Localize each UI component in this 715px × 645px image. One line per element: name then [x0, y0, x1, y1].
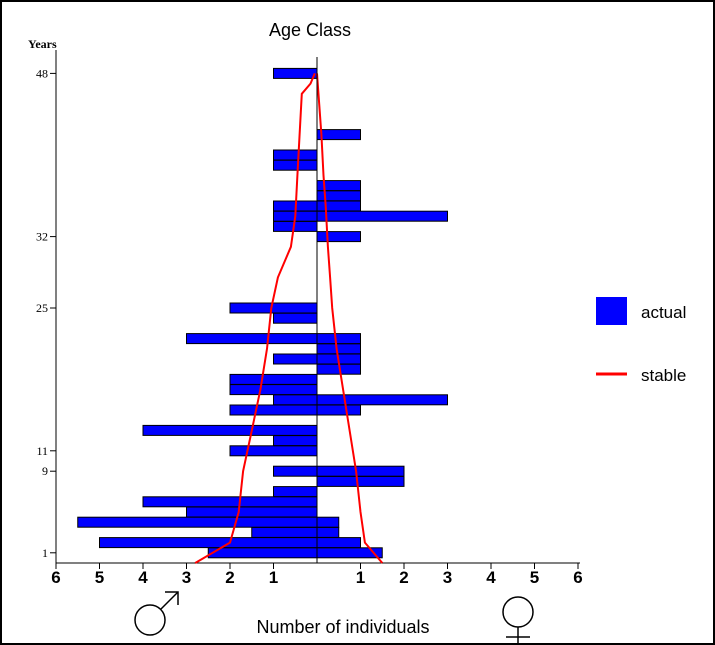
bar-female-age-16: [316, 394, 448, 406]
bar-female-age-34: [316, 210, 448, 222]
bar-male-age-9: [273, 465, 318, 477]
bar-male-age-48: [273, 67, 318, 79]
bar-female-age-35: [316, 200, 361, 212]
x-tick-label: 1: [356, 568, 365, 587]
x-tick-label: 2: [225, 568, 234, 587]
x-tick-label: 5: [95, 568, 104, 587]
legend: actual stable: [596, 297, 686, 385]
bar-male-age-24: [273, 312, 318, 324]
legend-swatch-actual: [596, 297, 627, 325]
x-tick-label: 6: [573, 568, 582, 587]
legend-label-stable: stable: [641, 366, 686, 385]
bar-male-age-6: [142, 496, 318, 508]
bar-male-age-40: [273, 149, 318, 161]
male-symbol-icon: [134, 591, 179, 636]
bar-male-age-11: [229, 445, 318, 457]
y-tick-label: 48: [36, 66, 48, 80]
y-tick-label: 32: [36, 230, 48, 244]
bar-male-age-2: [99, 537, 318, 549]
bar-male-age-1: [207, 547, 318, 559]
stable-curve-male: [194, 73, 316, 564]
x-tick-label: 4: [486, 568, 496, 587]
actual-bars: [77, 67, 448, 559]
y-tick-label: 11: [36, 444, 48, 458]
x-axis-ticks: 6 5 4 3 2 1 1 2 3 4 5 6: [51, 563, 583, 587]
bar-male-age-39: [273, 159, 318, 171]
bar-male-age-18: [229, 373, 318, 385]
bar-male-age-13: [142, 424, 318, 436]
bar-male-age-22: [186, 333, 318, 345]
y-tick-label: 1: [42, 546, 48, 560]
bar-female-age-4: [316, 516, 340, 528]
x-tick-label: 6: [51, 568, 60, 587]
x-tick-label: 3: [182, 568, 191, 587]
chart-title: Age Class: [269, 20, 351, 40]
x-tick-label: 1: [269, 568, 278, 587]
bar-male-age-4: [77, 516, 318, 528]
stable-curves: [194, 73, 384, 564]
x-tick-label: 3: [443, 568, 452, 587]
legend-label-actual: actual: [641, 303, 686, 322]
x-tick-label: 5: [530, 568, 539, 587]
bar-female-age-15: [316, 404, 361, 416]
bar-male-age-5: [186, 506, 318, 518]
bar-male-age-15: [229, 404, 318, 416]
y-tick-label: 25: [36, 301, 48, 315]
bar-female-age-32: [316, 231, 361, 243]
x-tick-label: 4: [138, 568, 148, 587]
x-tick-label: 2: [399, 568, 408, 587]
bar-male-age-7: [273, 486, 318, 498]
bar-male-age-17: [229, 384, 318, 396]
bar-female-age-2: [316, 537, 361, 549]
bar-female-age-21: [316, 343, 361, 355]
bar-female-age-22: [316, 333, 361, 345]
bar-female-age-42: [316, 129, 361, 141]
bar-female-age-8: [316, 475, 405, 487]
bar-male-age-20: [273, 353, 318, 365]
x-axis-label: Number of individuals: [256, 617, 429, 637]
bar-male-age-12: [273, 435, 318, 447]
bar-male-age-25: [229, 302, 318, 314]
bar-female-age-9: [316, 465, 405, 477]
y-axis-ticks: 1 9 11 25 32 48: [36, 66, 56, 560]
female-symbol-icon: [502, 596, 534, 645]
stable-curve-female: [316, 73, 384, 564]
bar-female-age-36: [316, 190, 361, 202]
bar-male-age-16: [273, 394, 318, 406]
y-axis-label: Years: [28, 37, 57, 51]
bar-male-age-3: [251, 526, 318, 538]
y-tick-label: 9: [42, 464, 48, 478]
bar-female-age-3: [316, 526, 340, 538]
